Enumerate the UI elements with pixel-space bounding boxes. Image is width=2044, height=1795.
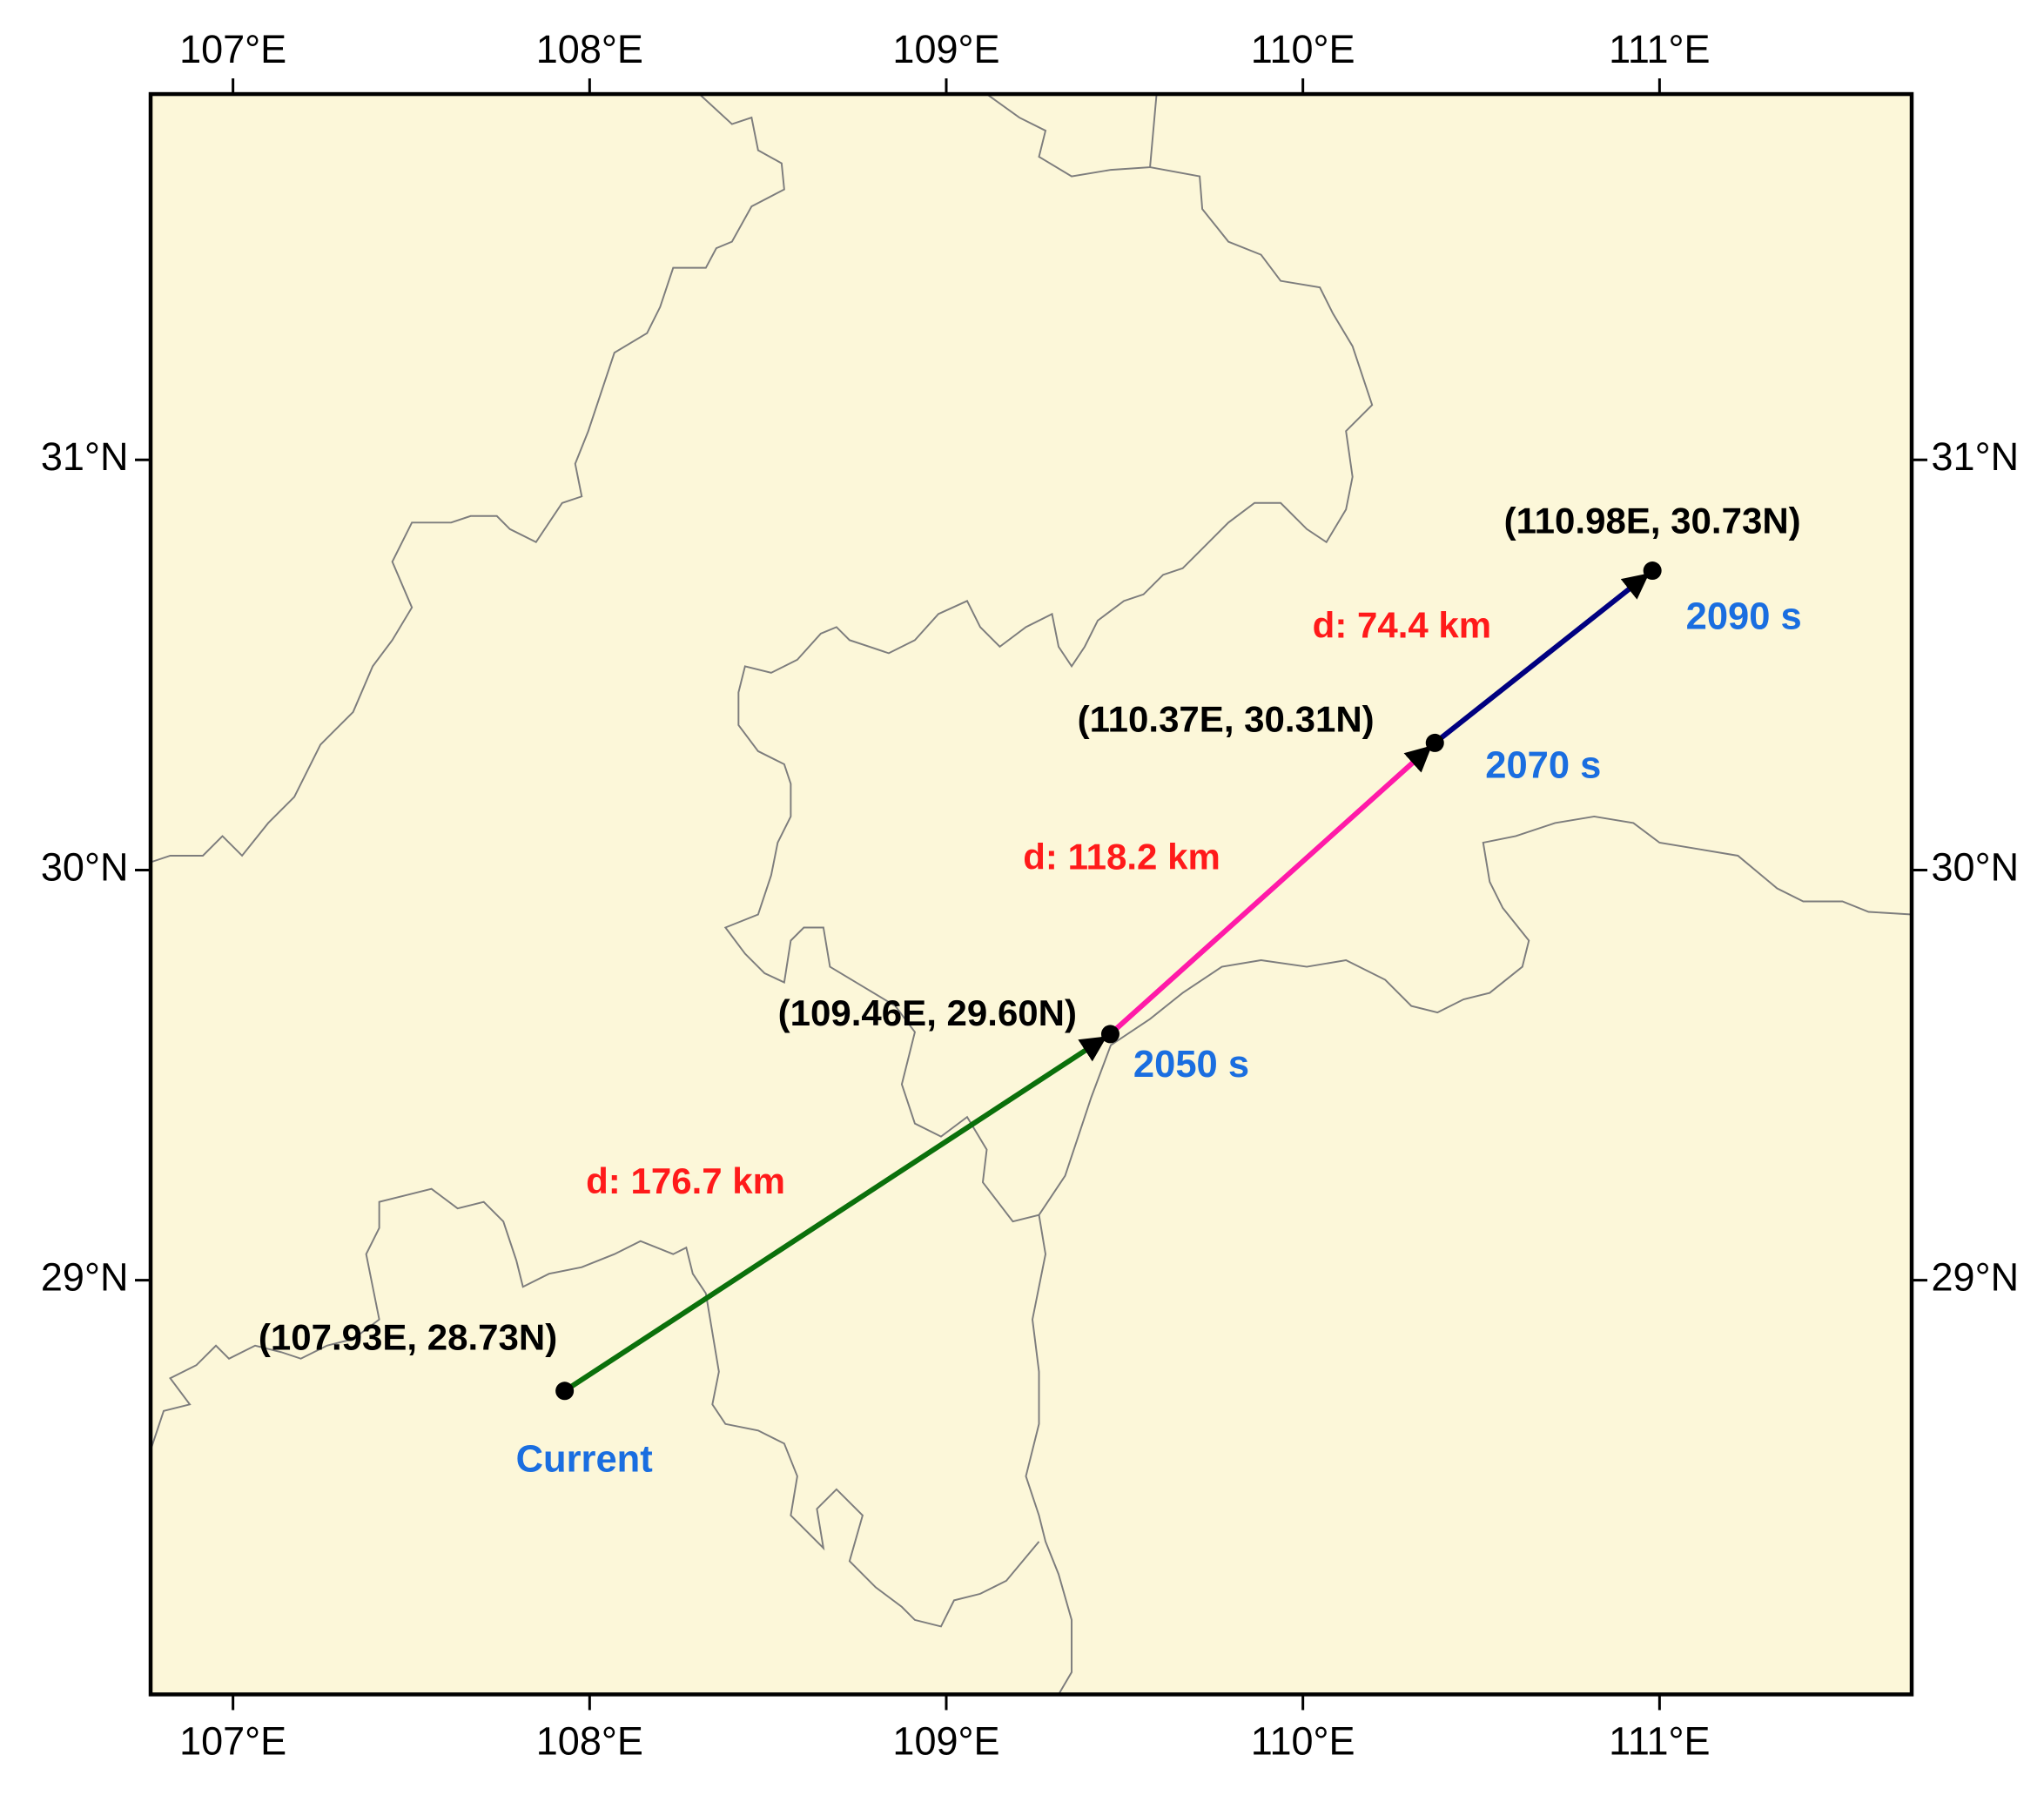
distance-label: d: 118.2 km [1023, 837, 1220, 877]
time-label: Current [516, 1438, 653, 1480]
trajectory-segment [563, 1035, 1107, 1394]
map-frame [148, 91, 1914, 1697]
coordinate-label: (110.98E, 30.73N) [1504, 501, 1801, 541]
trajectory-point [1100, 1025, 1119, 1044]
boundary [151, 1187, 1040, 1628]
x-tick-label: 108°E [536, 27, 643, 71]
y-tick-label: 31°N [41, 434, 129, 479]
x-tick-label: 111°E [1609, 1718, 1710, 1763]
map-background [151, 94, 1912, 1695]
x-tick-label: 110°E [1251, 27, 1355, 71]
boundary [1038, 815, 1912, 1216]
trajectory-segment [1433, 572, 1650, 745]
trajectory-point [1425, 733, 1444, 752]
distance-label: d: 74.4 km [1313, 605, 1492, 646]
coordinate-label: (110.37E, 30.31N) [1078, 698, 1375, 739]
trajectory-point [1643, 561, 1662, 581]
y-tick-label: 31°N [1932, 434, 2020, 479]
boundary [985, 94, 1158, 178]
x-tick-label: 107°E [179, 27, 286, 71]
y-tick-label: 29°N [1932, 1254, 2020, 1299]
x-tick-label: 107°E [179, 1718, 286, 1763]
time-label: 2090 s [1686, 596, 1802, 638]
coordinate-label: (107.93E, 28.73N) [259, 1316, 557, 1357]
distance-label: d: 176.7 km [586, 1160, 785, 1201]
time-label: 2050 s [1133, 1044, 1249, 1086]
y-tick-label: 29°N [41, 1254, 129, 1299]
x-tick-label: 111°E [1609, 27, 1710, 71]
y-tick-label: 30°N [1932, 844, 2020, 889]
x-tick-label: 109°E [892, 27, 999, 71]
x-tick-label: 109°E [892, 1718, 999, 1763]
x-tick-label: 108°E [536, 1718, 643, 1763]
trajectory-segment [1108, 745, 1432, 1037]
trajectory-point [555, 1382, 575, 1401]
boundary [723, 166, 1374, 1695]
coordinate-label: (109.46E, 29.60N) [778, 992, 1077, 1033]
y-tick-label: 30°N [41, 844, 129, 889]
time-label: 2070 s [1485, 744, 1601, 786]
boundaries [151, 94, 1912, 1695]
boundary [151, 94, 785, 864]
x-tick-label: 110°E [1251, 1718, 1355, 1763]
